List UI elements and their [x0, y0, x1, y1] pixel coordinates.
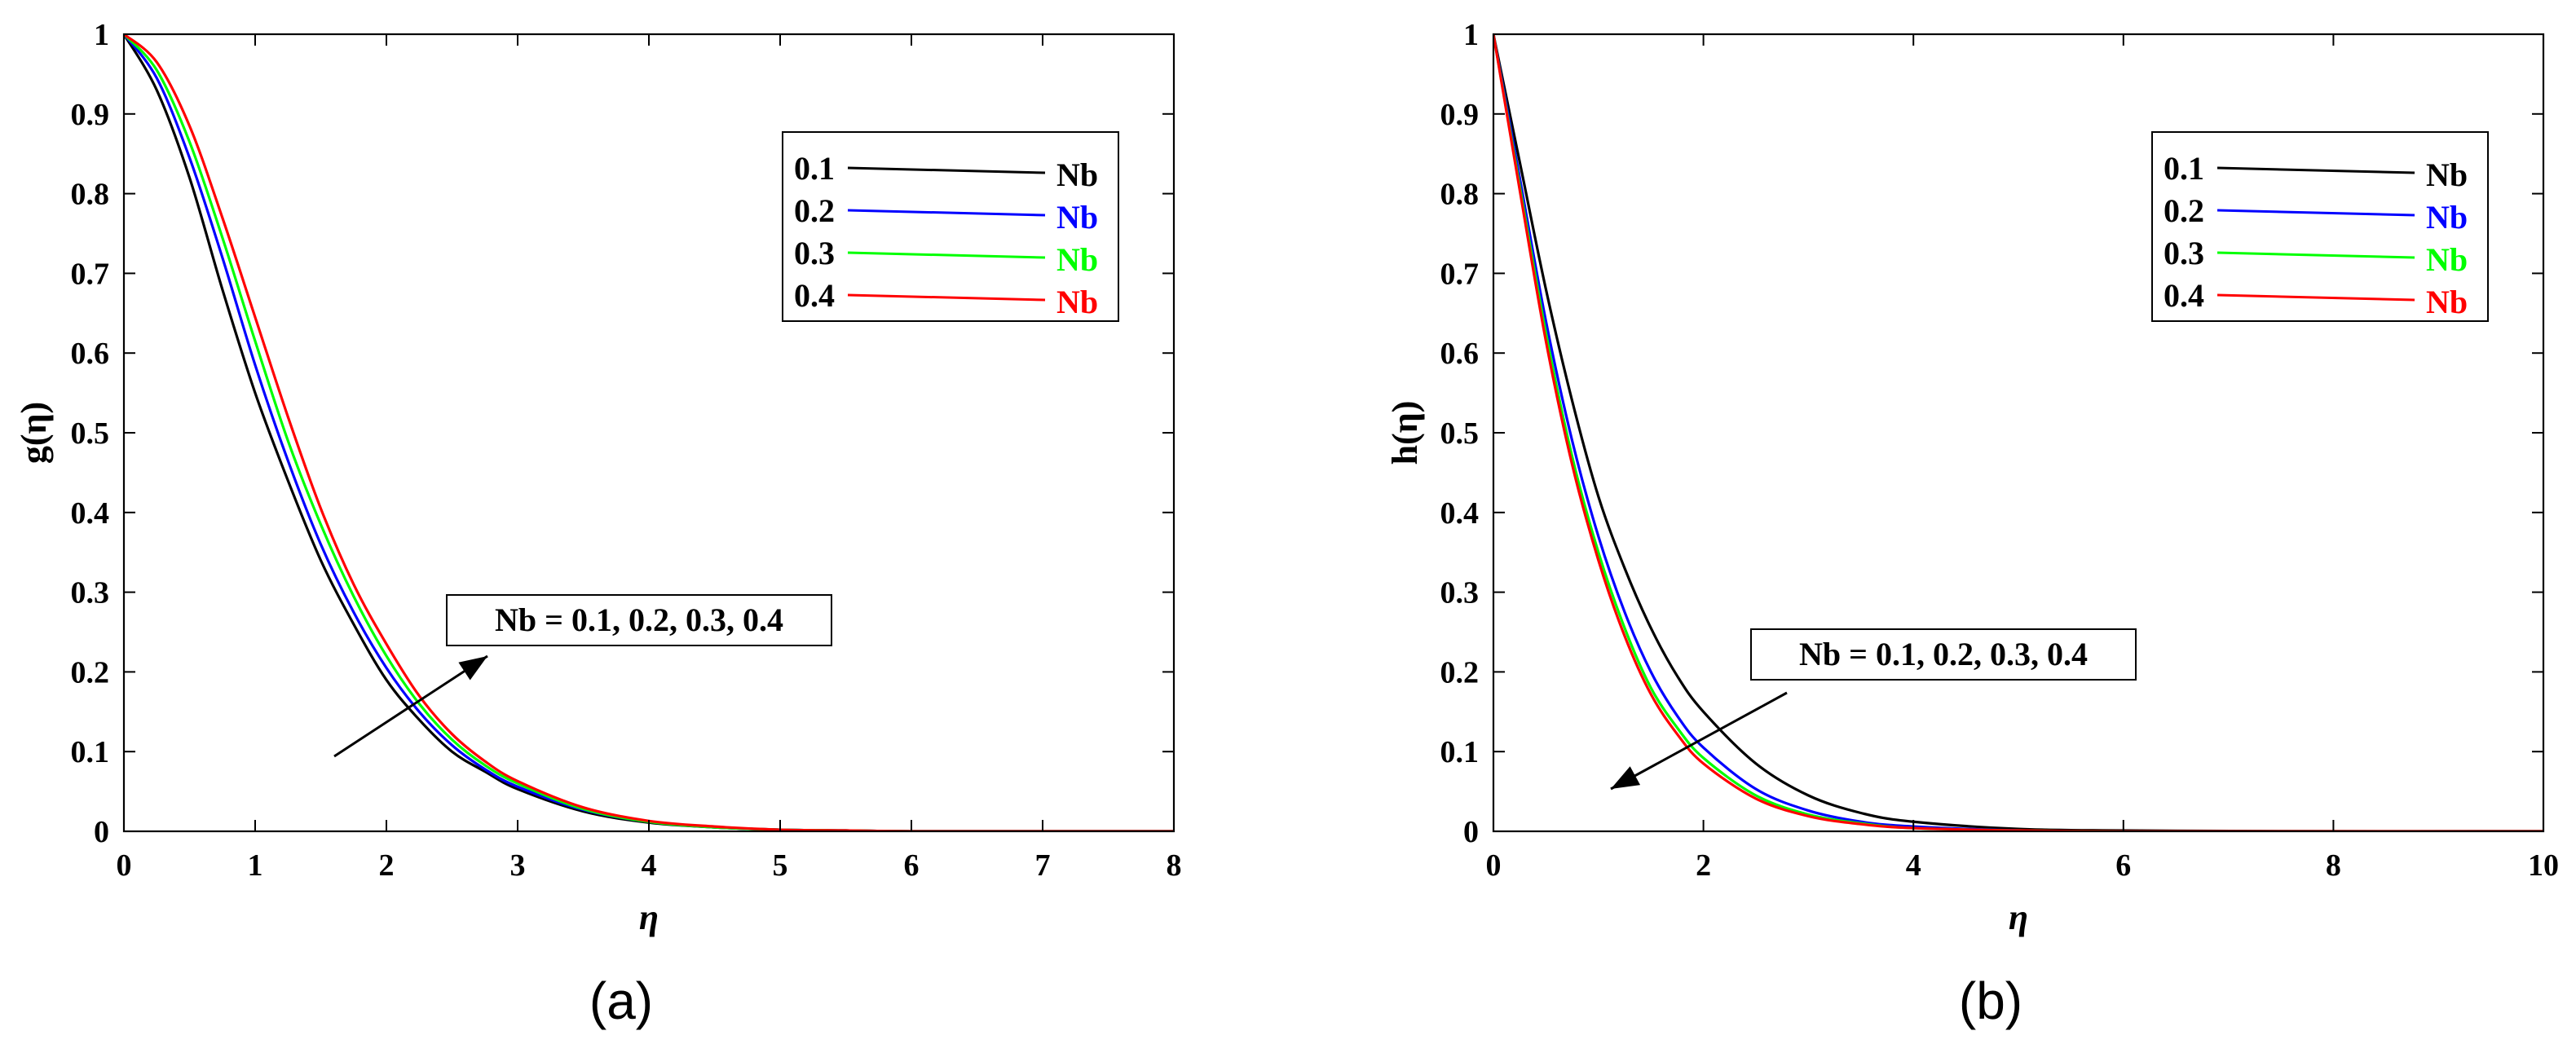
y-tick-label: 0.6 — [71, 337, 110, 371]
annotation-arrow-head — [458, 656, 487, 681]
series-line-nb-0.3 — [1493, 34, 2543, 831]
x-tick-label: 8 — [2326, 848, 2341, 883]
legend-box — [782, 131, 1119, 322]
x-axis-label: η — [639, 897, 659, 937]
y-tick-label: 0.2 — [71, 655, 110, 690]
y-tick-label: 0 — [1463, 815, 1479, 849]
y-tick-label: 0.8 — [1440, 178, 1480, 212]
annotation-text: Nb = 0.1, 0.2, 0.3, 0.4 — [495, 601, 783, 638]
annotation-arrow-head — [1611, 766, 1641, 789]
y-tick-label: 0.7 — [1440, 257, 1480, 291]
y-tick-label: 0.2 — [1440, 655, 1480, 690]
y-tick-label: 0.6 — [1440, 337, 1480, 371]
legend-value: 0.4 — [2164, 277, 2204, 314]
chart-panel-b: 0 2 4 6 8 10 0 0.1 0.2 0.3 0.4 0.5 0.6 0.7 0.8 0.9 1 η h(η… — [1385, 18, 2559, 1030]
annotation-arrow-line — [1610, 691, 1788, 791]
x-tick-label: 8 — [1167, 848, 1182, 883]
y-tick-label: 0.9 — [1440, 98, 1480, 132]
x-tick-label: 6 — [2115, 848, 2131, 883]
legend-line-nb-0.2 — [2217, 209, 2415, 217]
legend-label: Nb — [2426, 199, 2468, 236]
x-axis-label: η — [2009, 897, 2028, 937]
legend-label: Nb — [2426, 156, 2468, 193]
legend-value: 0.3 — [2164, 235, 2204, 271]
legend-label: Nb — [1056, 284, 1098, 320]
panel-label: (b) — [1959, 971, 2022, 1030]
legend-box — [2151, 131, 2489, 322]
y-tick-label: 0.1 — [1440, 735, 1480, 769]
legend: 0.1 Nb 0.2 Nb 0.3 Nb 0.4 Nb — [782, 131, 1119, 322]
annotation-arrow-line — [333, 654, 488, 758]
series-line-nb-0.4 — [1493, 34, 2543, 831]
x-tick-label: 2 — [379, 848, 395, 883]
y-axis-label: g(η) — [14, 402, 54, 464]
legend-line-nb-0.4 — [2217, 293, 2415, 302]
legend-value: 0.1 — [794, 150, 835, 187]
y-tick-label: 1 — [1463, 18, 1479, 52]
y-tick-label: 0.9 — [71, 98, 110, 132]
legend-line-nb-0.3 — [2217, 251, 2415, 259]
panel-label: (a) — [589, 971, 653, 1030]
legend-value: 0.3 — [794, 235, 835, 271]
y-tick-label: 1 — [94, 18, 109, 52]
x-tick-label: 5 — [773, 848, 788, 883]
annotation-box — [1750, 628, 2137, 681]
x-tick-label: 4 — [1906, 848, 1921, 883]
x-tick-label: 0 — [1486, 848, 1502, 883]
legend-line-nb-0.4 — [847, 293, 1046, 302]
y-tick-label: 0.5 — [1440, 416, 1480, 451]
y-tick-label: 0.4 — [71, 496, 110, 531]
legend-label: Nb — [2426, 284, 2468, 320]
annotation-box — [446, 594, 832, 646]
legend-value: 0.1 — [2164, 150, 2204, 187]
x-tick-label: 10 — [2528, 848, 2559, 883]
y-tick-label: 0.5 — [71, 416, 110, 451]
y-tick-label: 0.3 — [71, 576, 110, 610]
legend-value: 0.2 — [794, 192, 835, 229]
legend-label: Nb — [2426, 241, 2468, 278]
x-tick-label: 4 — [642, 848, 657, 883]
x-tick-label: 3 — [510, 848, 526, 883]
y-tick-label: 0.8 — [71, 178, 110, 212]
legend-line-nb-0.3 — [847, 251, 1046, 259]
legend-line-nb-0.1 — [2217, 166, 2415, 174]
y-tick-label: 0.7 — [71, 257, 110, 291]
chart-panel-a: 0 1 2 3 4 5 6 7 8 0 0.1 0.2 0.3 0.4 0.5 0.6 0.7 0.8 0.9 1 η g… — [14, 18, 1182, 1030]
legend-label: Nb — [1056, 241, 1098, 278]
legend-line-nb-0.1 — [847, 166, 1046, 174]
x-tick-label: 1 — [248, 848, 263, 883]
y-tick-label: 0.1 — [71, 735, 110, 769]
legend-label: Nb — [1056, 199, 1098, 236]
annotation-text: Nb = 0.1, 0.2, 0.3, 0.4 — [1799, 636, 2088, 672]
y-tick-label: 0 — [94, 815, 109, 849]
y-tick-label: 0.4 — [1440, 496, 1480, 531]
legend-label: Nb — [1056, 156, 1098, 193]
x-tick-label: 2 — [1696, 848, 1711, 883]
legend: 0.1 Nb 0.2 Nb 0.3 Nb 0.4 Nb — [2151, 131, 2489, 322]
y-tick-label: 0.3 — [1440, 576, 1480, 610]
legend-line-nb-0.2 — [847, 209, 1046, 217]
y-axis-label: h(η) — [1385, 401, 1425, 465]
series-line-nb-0.2 — [1493, 34, 2543, 831]
x-tick-label: 6 — [904, 848, 920, 883]
x-tick-label: 7 — [1035, 848, 1051, 883]
x-tick-label: 0 — [117, 848, 132, 883]
legend-value: 0.2 — [2164, 192, 2204, 229]
legend-value: 0.4 — [794, 277, 835, 314]
